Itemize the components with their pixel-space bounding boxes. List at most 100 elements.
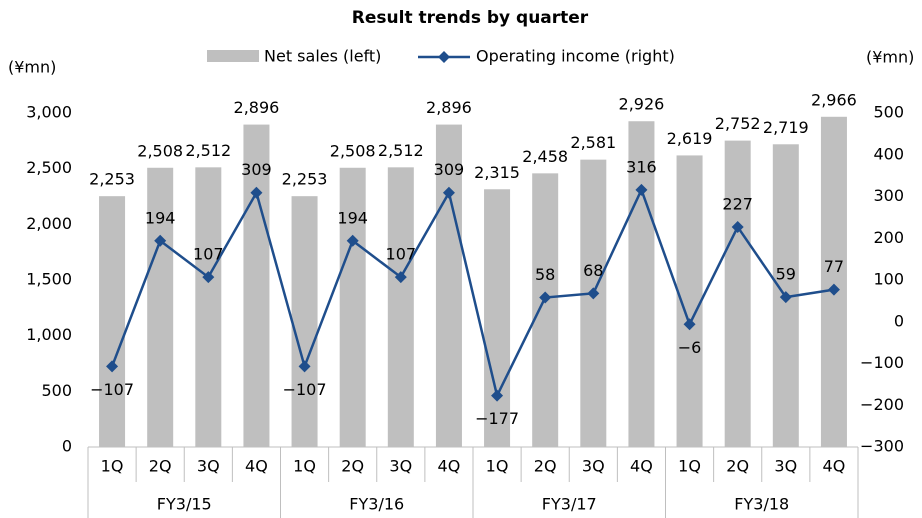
marker [394, 271, 407, 284]
data-label: 107 [193, 245, 224, 264]
data-label: 2,752 [715, 114, 761, 133]
x-tick-label: 2Q [726, 457, 749, 476]
data-label: 2,458 [522, 147, 568, 166]
bar [147, 167, 174, 447]
data-label: 2,253 [282, 170, 328, 189]
data-label: −107 [283, 380, 327, 399]
y-tick-label: 2,000 [26, 214, 72, 233]
x-tick-label: 2Q [534, 457, 557, 476]
marker [587, 287, 600, 300]
legend-label: Net sales (left) [264, 47, 381, 66]
x-tick-label: 3Q [582, 457, 605, 476]
legend-label: Operating income (right) [476, 47, 675, 66]
data-label: 2,966 [811, 90, 857, 109]
marker [298, 360, 311, 373]
marker [539, 291, 552, 304]
data-label: −6 [678, 338, 702, 357]
x-tick-label: 3Q [389, 457, 412, 476]
group-label: FY3/17 [542, 495, 597, 514]
group-label: FY3/18 [734, 495, 789, 514]
y2-axis-label: (¥mn) [866, 48, 914, 67]
x-tick-label: 1Q [101, 457, 124, 476]
data-label: 194 [145, 208, 176, 227]
data-label: 2,896 [426, 98, 472, 117]
data-label: 309 [434, 160, 465, 179]
data-label: 2,315 [474, 163, 520, 182]
y2-tick-label: −200 [860, 395, 904, 414]
bar [339, 167, 366, 447]
x-tick-label: 1Q [486, 457, 509, 476]
marker [635, 183, 648, 196]
x-tick-label: 4Q [823, 457, 846, 476]
x-tick-label: 4Q [630, 457, 653, 476]
bar [435, 124, 462, 447]
x-tick-label: 1Q [293, 457, 316, 476]
x-tick-label: 4Q [245, 457, 268, 476]
y2-tick-label: 400 [873, 144, 904, 163]
marker [346, 234, 359, 247]
data-label: 2,512 [185, 141, 231, 160]
bar [724, 140, 751, 448]
bar [820, 116, 847, 447]
bar [580, 159, 607, 447]
group-label: FY3/15 [157, 495, 212, 514]
y-tick-label: 500 [41, 381, 72, 400]
y-tick-label: 3,000 [26, 103, 72, 122]
marker [731, 220, 744, 233]
y2-tick-label: −300 [860, 437, 904, 456]
y-tick-label: 1,500 [26, 270, 72, 289]
bar [532, 173, 559, 448]
bar [99, 196, 126, 447]
y2-tick-label: 0 [894, 311, 904, 330]
data-label: 316 [626, 157, 657, 176]
data-label: 2,508 [137, 141, 183, 160]
data-label: −107 [90, 380, 134, 399]
data-label: 194 [337, 208, 368, 227]
x-tick-label: 4Q [438, 457, 461, 476]
x-tick-label: 3Q [197, 457, 220, 476]
data-label: −177 [475, 409, 519, 428]
data-label: 2,719 [763, 118, 809, 137]
x-tick-label: 2Q [341, 457, 364, 476]
x-tick-label: 2Q [149, 457, 172, 476]
marker [154, 234, 167, 247]
bar [484, 189, 511, 447]
marker [442, 186, 455, 199]
marker [779, 291, 792, 304]
data-label: 2,512 [378, 141, 424, 160]
y2-tick-label: 200 [873, 228, 904, 247]
x-tick-label: 1Q [678, 457, 701, 476]
group-label: FY3/16 [349, 495, 404, 514]
y2-tick-label: 500 [873, 103, 904, 122]
marker [202, 271, 215, 284]
data-label: 59 [776, 265, 796, 284]
data-label: 2,508 [330, 141, 376, 160]
y-tick-label: 2,500 [26, 158, 72, 177]
y-tick-label: 0 [62, 437, 72, 456]
marker [250, 186, 263, 199]
y-tick-label: 1,000 [26, 325, 72, 344]
data-label: 68 [583, 261, 603, 280]
data-label: 2,581 [570, 133, 616, 152]
y-axis-label: (¥mn) [8, 58, 56, 77]
bar [628, 121, 655, 447]
bar [243, 124, 270, 447]
legend-swatch [207, 50, 259, 62]
legend-swatch [438, 51, 450, 63]
data-label: 227 [722, 194, 753, 213]
y2-tick-label: −100 [860, 353, 904, 372]
data-label: 2,619 [667, 129, 713, 148]
data-label: 309 [241, 160, 272, 179]
y2-tick-label: 300 [873, 186, 904, 205]
y2-tick-label: 100 [873, 270, 904, 289]
chart-title: Result trends by quarter [352, 8, 589, 28]
bar [291, 196, 318, 447]
marker [827, 283, 840, 296]
data-label: 2,896 [234, 98, 280, 117]
data-label: 2,253 [89, 170, 135, 189]
data-label: 2,926 [619, 95, 665, 114]
bar [387, 167, 414, 447]
bar [195, 167, 222, 447]
marker [106, 360, 119, 373]
